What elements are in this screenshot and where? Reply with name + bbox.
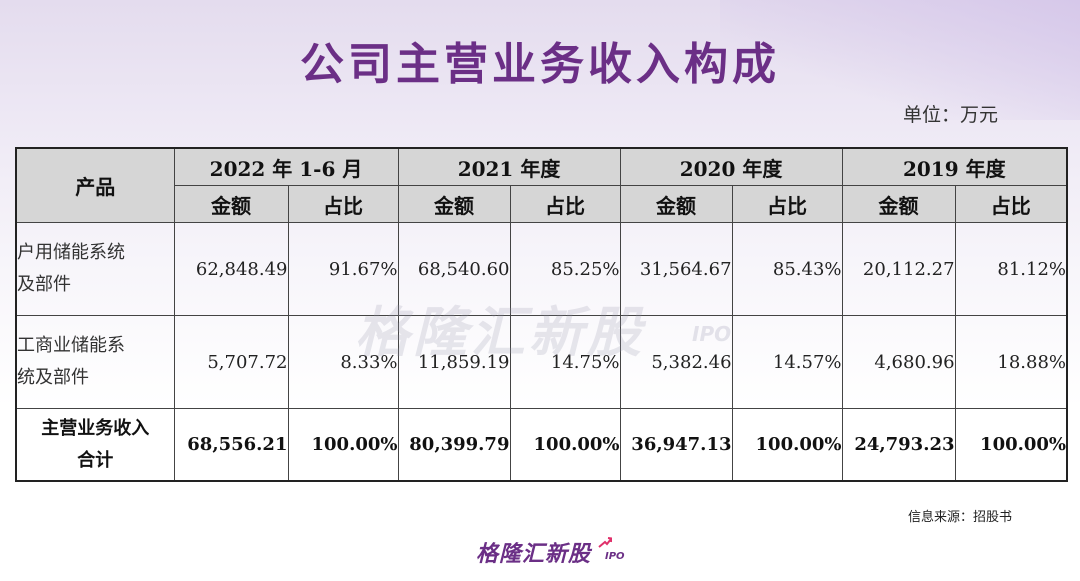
row-label: 工商业储能系 统及部件 bbox=[15, 315, 175, 409]
unit-label: 单位：万元 bbox=[902, 104, 998, 126]
table-cell-amount: 4,680.96 bbox=[841, 315, 956, 409]
header-ratio: 占比 bbox=[954, 185, 1068, 223]
page-title: 公司主营业务收入构成 bbox=[300, 39, 780, 90]
header-period: 2019 年度 bbox=[841, 147, 1068, 186]
table-cell-ratio: 14.75% bbox=[509, 315, 621, 409]
brand-logo-sub: IPO bbox=[605, 551, 625, 562]
row-label-line: 户用储能系统 bbox=[17, 242, 125, 263]
header-period: 2021 年度 bbox=[397, 147, 621, 186]
header-ratio: 占比 bbox=[731, 185, 843, 223]
table-cell-ratio: 91.67% bbox=[287, 222, 399, 316]
table-cell-amount: 68,556.21 bbox=[173, 408, 289, 482]
header-row-metrics: 金额 占比 金额 占比 金额 占比 金额 占比 bbox=[16, 185, 1068, 223]
row-label-line: 及部件 bbox=[17, 274, 71, 295]
background-glow bbox=[720, 0, 1080, 120]
header-amount: 金额 bbox=[397, 185, 511, 223]
header-ratio: 占比 bbox=[509, 185, 621, 223]
header-ratio: 占比 bbox=[287, 185, 399, 223]
header-amount: 金额 bbox=[841, 185, 956, 223]
table-cell-amount: 5,707.72 bbox=[173, 315, 289, 409]
table-cell-amount: 62,848.49 bbox=[173, 222, 289, 316]
row-label: 户用储能系统 及部件 bbox=[15, 222, 175, 316]
header-amount: 金额 bbox=[173, 185, 289, 223]
table-cell-ratio: 100.00% bbox=[287, 408, 399, 482]
table-row-total: 主营业务收入 合计 68,556.21 100.00% 80,399.79 10… bbox=[15, 408, 1068, 482]
source-note: 信息来源：招股书 bbox=[907, 510, 1012, 525]
table-row-commercial-storage: 工商业储能系 统及部件 5,707.72 8.33% 11,859.19 14.… bbox=[15, 315, 1068, 409]
table-cell-ratio: 8.33% bbox=[287, 315, 399, 409]
table-cell-ratio: 14.57% bbox=[731, 315, 843, 409]
table-cell-amount: 24,793.23 bbox=[841, 408, 956, 482]
header-period: 2020 年度 bbox=[619, 147, 843, 186]
table-cell-amount: 68,540.60 bbox=[397, 222, 511, 316]
header-period: 2022 年 1-6 月 bbox=[173, 147, 399, 186]
table-cell-ratio: 85.43% bbox=[731, 222, 843, 316]
table-cell-ratio: 100.00% bbox=[509, 408, 621, 482]
row-label-line: 统及部件 bbox=[17, 367, 89, 388]
table-cell-amount: 11,859.19 bbox=[397, 315, 511, 409]
table-cell-ratio: 81.12% bbox=[954, 222, 1068, 316]
table-cell-ratio: 18.88% bbox=[954, 315, 1068, 409]
table-cell-ratio: 85.25% bbox=[509, 222, 621, 316]
table-cell-ratio: 100.00% bbox=[954, 408, 1068, 482]
row-label-line: 合计 bbox=[77, 449, 114, 471]
table-cell-amount: 31,564.67 bbox=[619, 222, 733, 316]
row-label-line: 工商业储能系 bbox=[17, 335, 125, 356]
row-label-line: 主营业务收入 bbox=[41, 417, 150, 439]
header-amount: 金额 bbox=[619, 185, 733, 223]
table-cell-amount: 80,399.79 bbox=[397, 408, 511, 482]
header-product: 产品 bbox=[15, 147, 175, 223]
brand-logo: 格隆汇新股 bbox=[476, 542, 592, 567]
row-label: 主营业务收入 合计 bbox=[15, 408, 175, 482]
table-cell-ratio: 100.00% bbox=[731, 408, 843, 482]
table-cell-amount: 20,112.27 bbox=[841, 222, 956, 316]
trend-arrow-icon bbox=[598, 537, 612, 548]
table-cell-amount: 36,947.13 bbox=[619, 408, 733, 482]
table-row-household-storage: 户用储能系统 及部件 62,848.49 91.67% 68,540.60 85… bbox=[15, 222, 1068, 316]
revenue-table: 产品 2022 年 1-6 月 2021 年度 2020 年度 2019 年度 … bbox=[15, 147, 1069, 482]
header-row-periods: 产品 2022 年 1-6 月 2021 年度 2020 年度 2019 年度 bbox=[15, 147, 1068, 223]
table-cell-amount: 5,382.46 bbox=[619, 315, 733, 409]
